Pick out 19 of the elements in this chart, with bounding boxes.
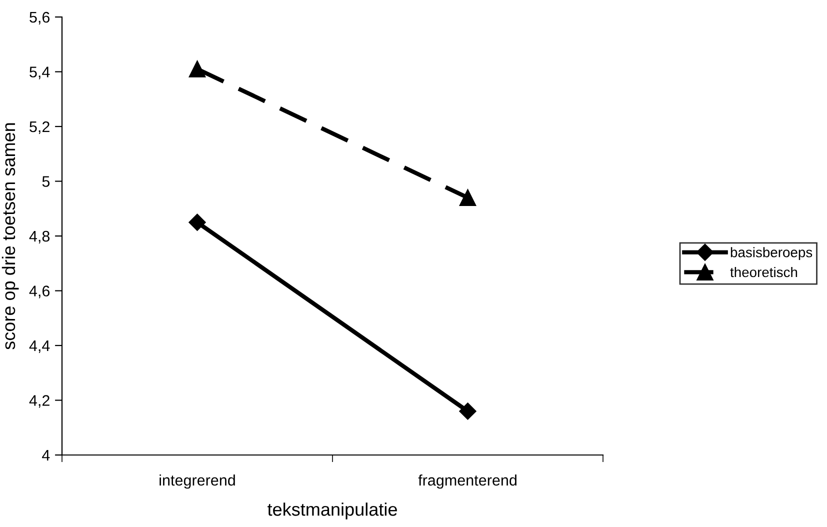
point [188, 214, 206, 231]
point [188, 60, 206, 78]
legend-label: basisberoeps [730, 247, 812, 260]
x-tick-label: fragmenterend [418, 474, 516, 489]
y-tick-label: 5 [42, 176, 50, 187]
y-tick-label: 5,4 [30, 66, 50, 80]
x-tick-label: integrerend [160, 474, 235, 489]
y-tick-label: 4 [42, 450, 50, 461]
y-tick-label: 4,8 [29, 230, 50, 244]
point [459, 189, 476, 206]
y-tick-label: 4,6 [29, 286, 50, 298]
legend-label: theoretisch [730, 266, 798, 278]
y-tick-label: 4,2 [29, 395, 50, 408]
y-tick-label: 5,2 [30, 121, 50, 134]
y-tick-label: 5,6 [30, 12, 50, 24]
y-tick-label: 4,4 [29, 340, 50, 353]
x-axis-title: tekstmanipulatie [268, 502, 397, 520]
y-axis-title: score op drie toetsen samen [2, 123, 19, 350]
point [459, 402, 476, 420]
